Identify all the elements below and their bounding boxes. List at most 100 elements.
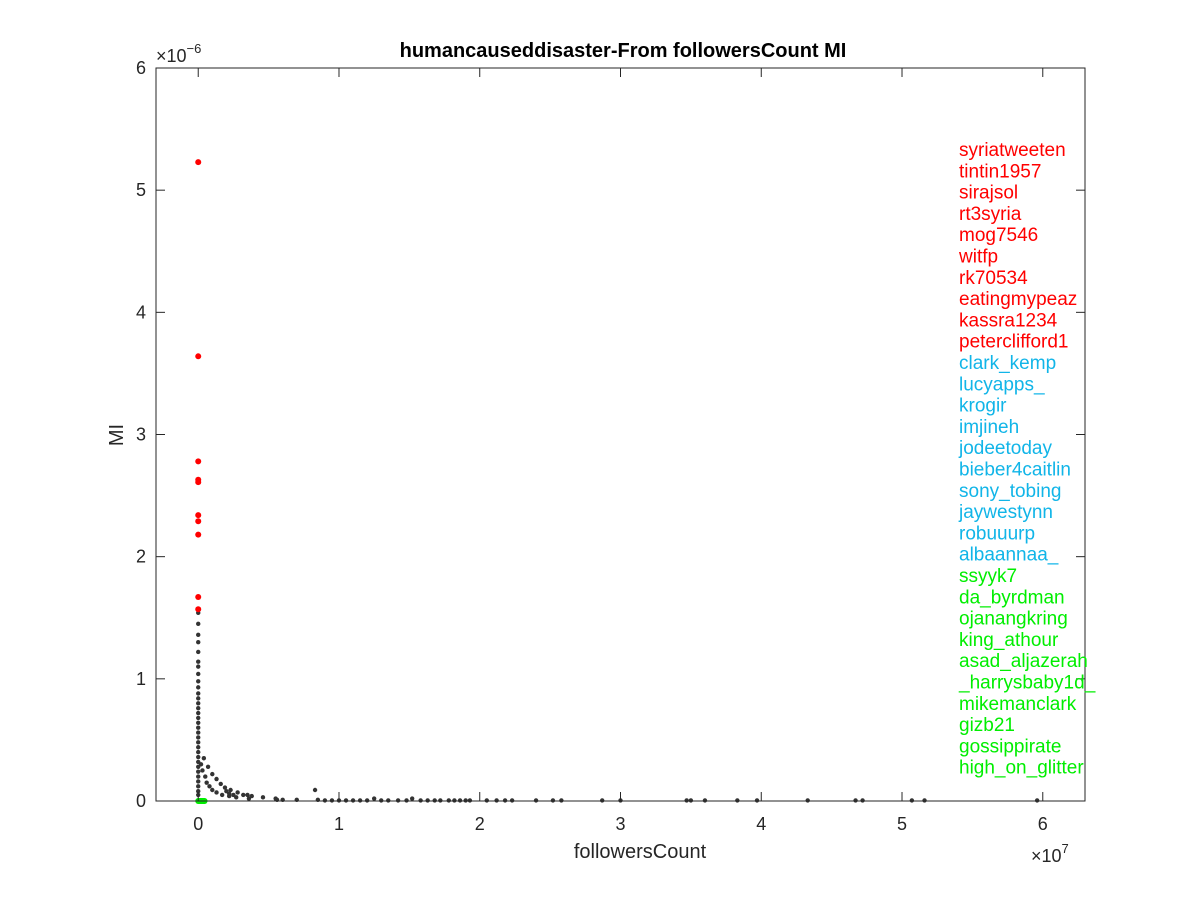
user-label-bottom: _harrysbaby1d_ xyxy=(958,673,1096,694)
user-label-top: tintin1957 xyxy=(959,161,1041,182)
background_points-point xyxy=(446,798,451,803)
background_points-point xyxy=(364,798,370,803)
background_points-point xyxy=(312,787,318,793)
user-label-top: peterclifford1 xyxy=(959,332,1069,353)
background_points-point xyxy=(241,792,246,798)
background_points-point xyxy=(853,798,858,803)
background_points-point xyxy=(228,787,233,793)
background_points-point xyxy=(196,679,201,684)
background_points-point xyxy=(198,762,204,767)
background_points-point xyxy=(231,792,236,798)
background_points-point xyxy=(203,774,208,779)
user-label-middle: imjineh xyxy=(959,417,1019,438)
top_users-point xyxy=(195,159,202,166)
chart-title: humancauseddisaster-From followersCount … xyxy=(400,40,847,62)
user-label-top: sirajsol xyxy=(959,183,1018,204)
background_points-point xyxy=(343,798,349,803)
background_points-point xyxy=(509,798,515,803)
user-label-list: syriatweetentintin1957sirajsolrt3syriamo… xyxy=(958,140,1096,779)
background_points-point xyxy=(357,798,363,803)
background_points-point xyxy=(196,701,201,706)
plot-background xyxy=(156,68,1085,801)
background_points-point xyxy=(533,798,539,803)
background_points-point xyxy=(204,780,209,785)
background_points-point xyxy=(600,798,605,803)
background_points-point xyxy=(404,798,409,803)
background_points-point xyxy=(196,691,201,696)
background_points-point xyxy=(260,795,266,800)
background_points-point xyxy=(214,776,219,782)
background_points-point xyxy=(222,785,228,790)
background_points-point xyxy=(218,781,223,787)
background_points-point xyxy=(201,756,207,761)
x-tick-label: 1 xyxy=(334,814,344,834)
y-exponent-base: ×10 xyxy=(156,46,187,66)
background_points-point xyxy=(196,745,201,750)
y-tick-label: 5 xyxy=(136,180,146,200)
user-label-top: rt3syria xyxy=(959,204,1022,225)
plot-area xyxy=(156,68,1085,801)
background_points-point xyxy=(196,730,201,735)
background_points-point xyxy=(860,798,865,803)
x-axis-exponent: ×107 xyxy=(1031,841,1069,866)
x-tick-label: 0 xyxy=(193,814,203,834)
background_points-point xyxy=(688,798,694,803)
background_points-point xyxy=(550,798,556,803)
background_points-point xyxy=(196,769,201,774)
y-exponent-power: −6 xyxy=(187,41,202,56)
y-tick-label: 4 xyxy=(136,302,146,322)
background_points-point xyxy=(196,754,201,760)
user-label-top: kassra1234 xyxy=(959,310,1058,331)
background_points-point xyxy=(205,764,211,769)
user-label-top: rk70534 xyxy=(959,268,1028,289)
background_points-point xyxy=(438,798,443,803)
background_points-point xyxy=(196,696,201,701)
background_points-point xyxy=(196,671,201,677)
background_points-point xyxy=(196,705,201,711)
background_points-point xyxy=(386,798,391,803)
background_points-point xyxy=(494,798,499,803)
background_points-point xyxy=(196,649,201,655)
background_points-point xyxy=(196,740,201,745)
background_points-point xyxy=(350,798,356,803)
background_points-point xyxy=(484,798,489,803)
background_points-point xyxy=(196,725,201,730)
tick-labels: 0 1 2 3 4 5 6 0 1 2 3 4 5 6 xyxy=(136,58,1048,834)
background_points-point xyxy=(214,790,219,795)
background_points-point xyxy=(559,798,564,803)
background_points-point xyxy=(196,774,201,779)
background_points-point xyxy=(219,792,225,798)
user-label-middle: lucyapps_ xyxy=(959,374,1045,395)
background_points-point xyxy=(684,798,689,803)
top_users-point xyxy=(195,479,202,486)
top_users-point xyxy=(195,458,202,465)
background_points-point xyxy=(210,787,215,793)
top_users-point xyxy=(195,353,202,360)
user-label-middle: clark_kemp xyxy=(959,353,1056,374)
background_points-point xyxy=(735,798,740,803)
background_points-point xyxy=(235,790,240,795)
background_points-point xyxy=(467,798,473,803)
user-label-bottom: king_athour xyxy=(959,630,1059,651)
y-axis-label: MI xyxy=(106,424,128,446)
top_users-point xyxy=(195,593,202,600)
top_users-point xyxy=(195,606,202,613)
background_points-point xyxy=(452,798,457,803)
background_points-point xyxy=(922,798,927,803)
background_points-point xyxy=(226,791,232,796)
background_points-point xyxy=(196,664,201,669)
user-label-bottom: mikemanclark xyxy=(959,694,1077,715)
top_users-point xyxy=(195,518,202,525)
y-tick-label: 0 xyxy=(136,791,146,811)
user-label-top: eatingmypeaz xyxy=(959,289,1077,310)
y-tick-label: 1 xyxy=(136,669,146,689)
y-axis-exponent: ×10−6 xyxy=(156,41,201,66)
user-label-middle: albaannaa_ xyxy=(959,545,1059,566)
user-label-middle: jaywestynn xyxy=(958,502,1053,523)
x-tick-label: 5 xyxy=(897,814,907,834)
y-tick-label: 3 xyxy=(136,425,146,445)
background_points-point xyxy=(329,798,335,803)
background_points-point xyxy=(196,639,201,645)
background_points-point xyxy=(196,735,201,740)
user-label-bottom: ssyyk7 xyxy=(959,566,1017,587)
